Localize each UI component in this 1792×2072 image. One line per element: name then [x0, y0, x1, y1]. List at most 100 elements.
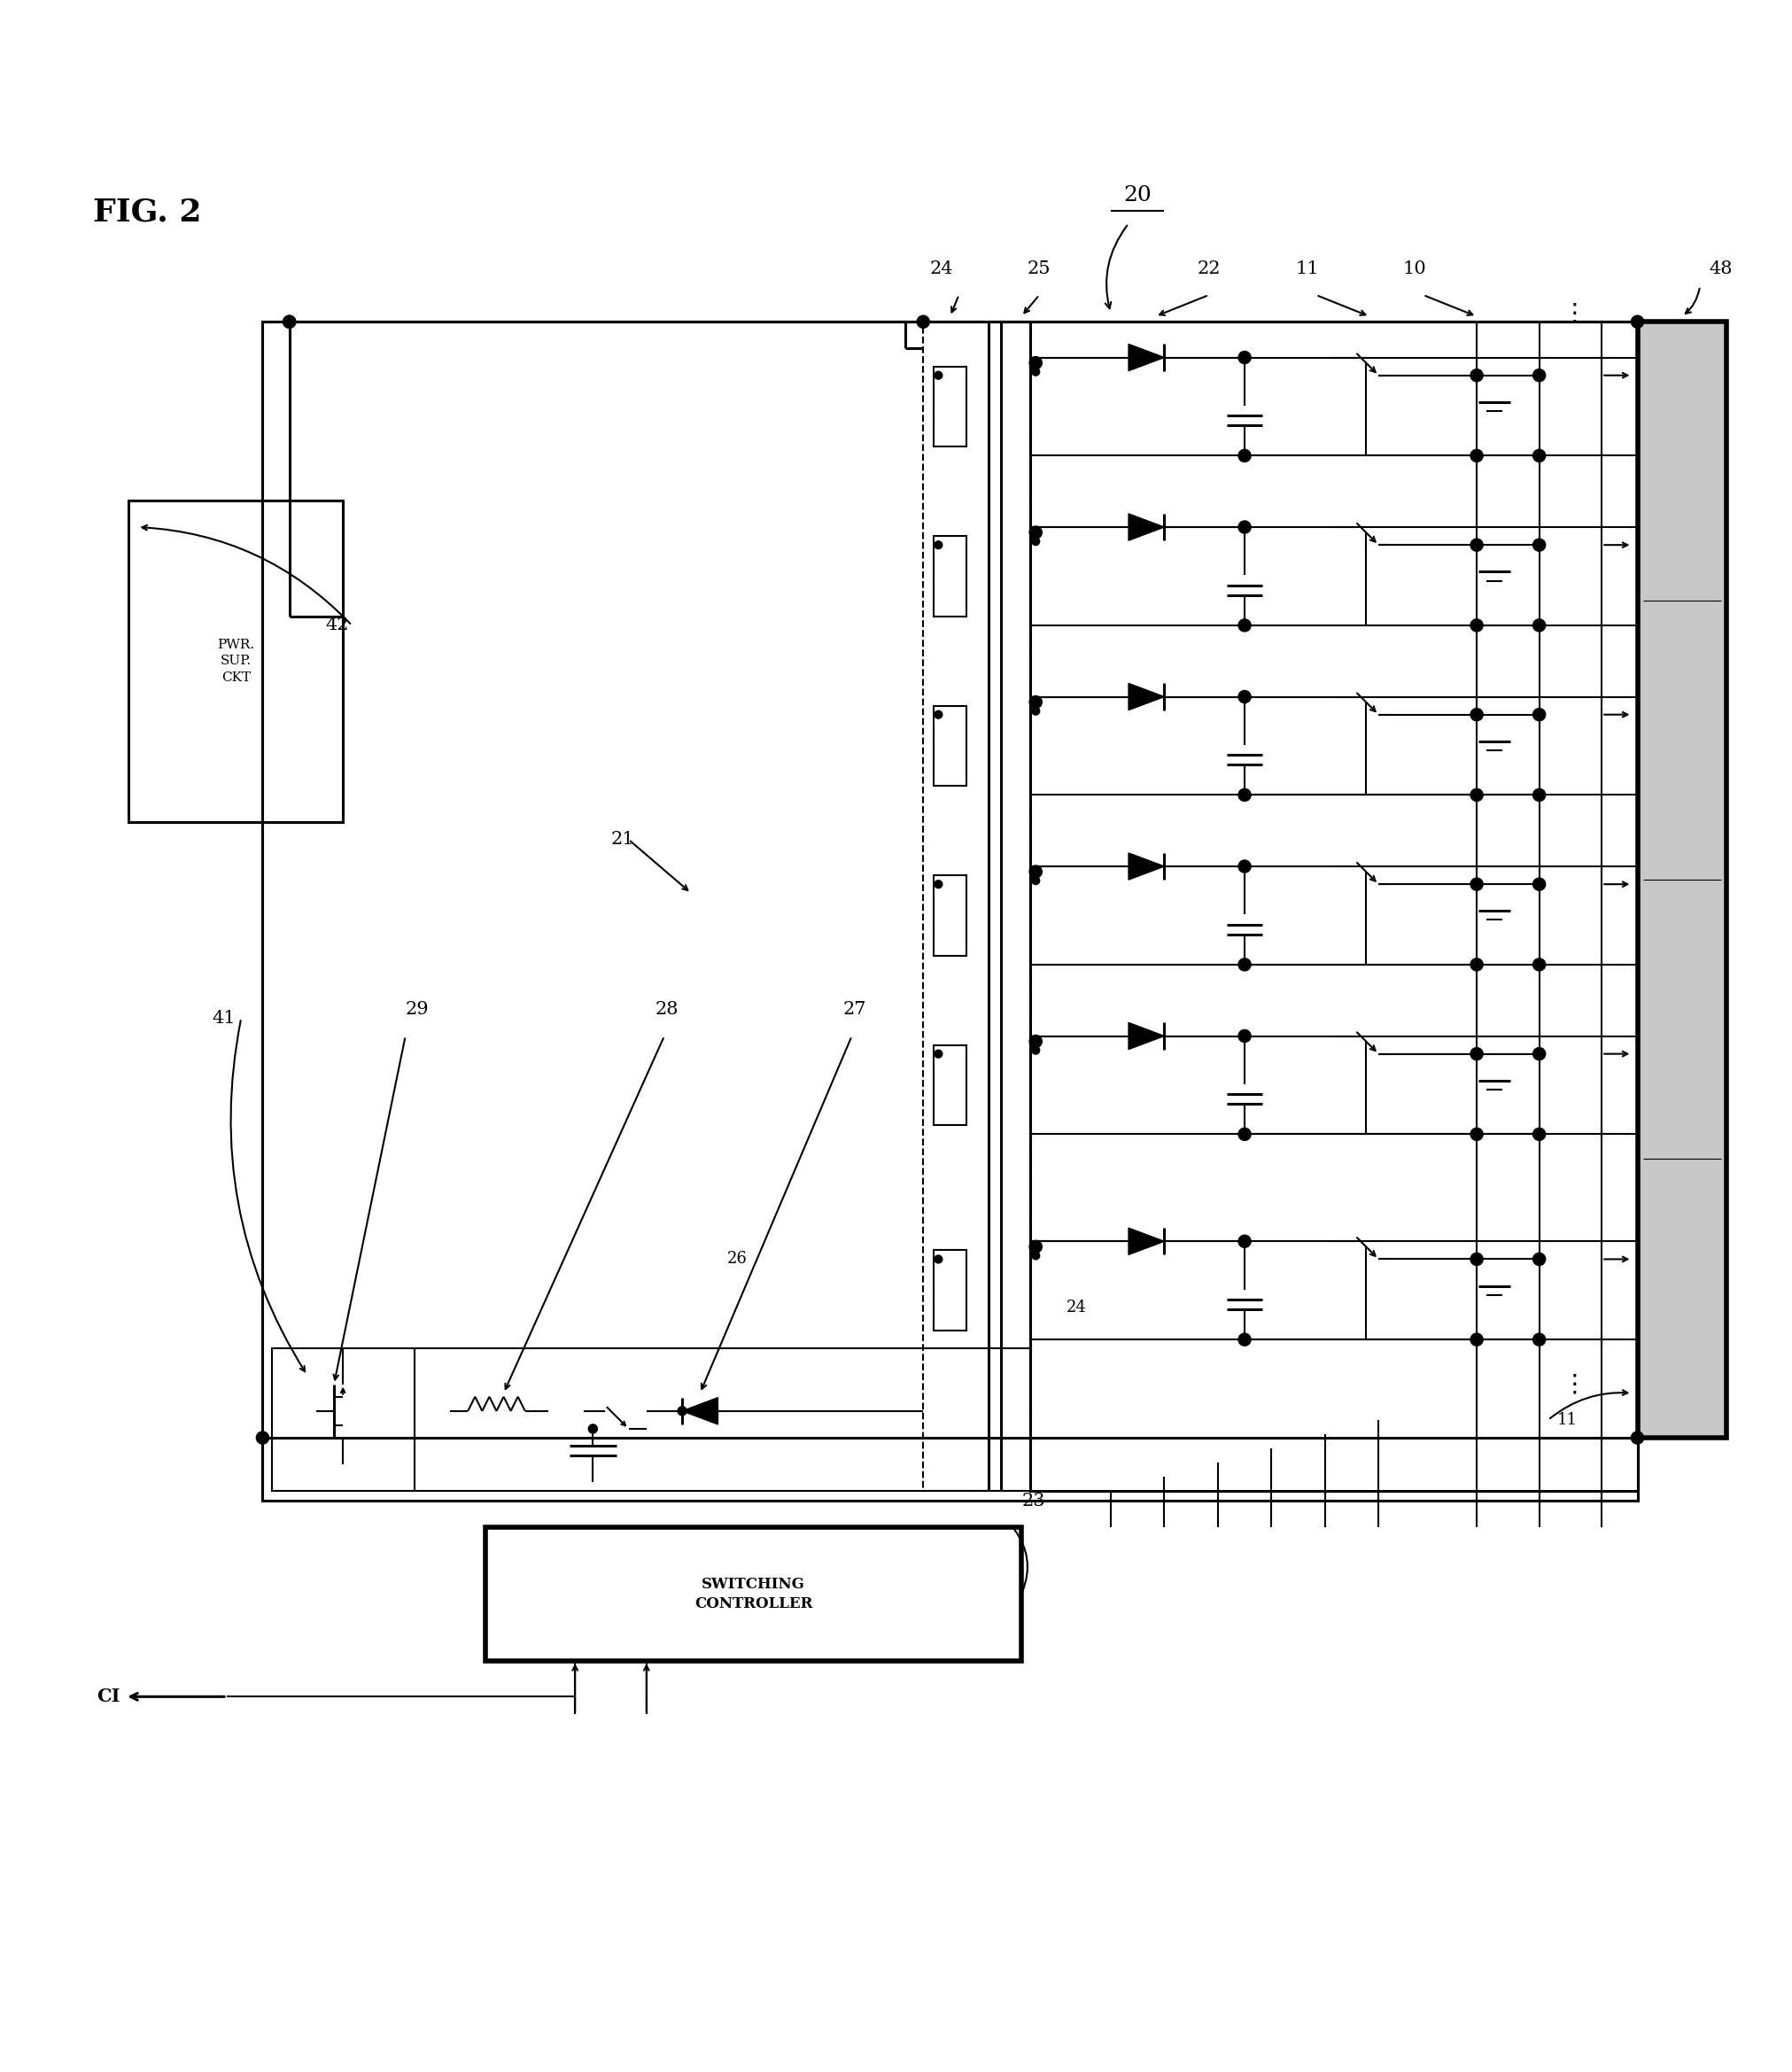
Polygon shape	[1127, 684, 1163, 711]
Circle shape	[1029, 356, 1041, 369]
Bar	[934, 537, 966, 615]
Bar	[934, 367, 966, 448]
Bar	[1030, 1036, 1636, 1133]
Circle shape	[283, 315, 296, 327]
Text: 41: 41	[211, 1009, 237, 1026]
Bar	[1030, 696, 1636, 796]
Circle shape	[677, 1407, 686, 1415]
Circle shape	[1030, 707, 1039, 715]
Bar	[934, 1044, 966, 1125]
Text: 10: 10	[1401, 261, 1425, 278]
Text: 24: 24	[928, 261, 952, 278]
Text: 11: 11	[1294, 261, 1319, 278]
Text: 22: 22	[1197, 261, 1220, 278]
Polygon shape	[1127, 344, 1163, 371]
Polygon shape	[681, 1399, 717, 1423]
Circle shape	[1532, 709, 1545, 721]
Circle shape	[1030, 537, 1039, 545]
Circle shape	[1469, 789, 1482, 802]
Circle shape	[1238, 690, 1251, 702]
Text: 48: 48	[1708, 261, 1731, 278]
Circle shape	[1532, 620, 1545, 632]
Circle shape	[1238, 1332, 1251, 1347]
Text: FIG. 2: FIG. 2	[93, 197, 201, 228]
Circle shape	[934, 881, 943, 889]
Text: 27: 27	[842, 1001, 866, 1017]
Circle shape	[1238, 1127, 1251, 1140]
Circle shape	[1532, 879, 1545, 891]
Circle shape	[1238, 1030, 1251, 1042]
Text: ⋮: ⋮	[1563, 300, 1586, 325]
Text: 42: 42	[324, 617, 348, 634]
Circle shape	[1030, 1046, 1039, 1055]
Bar	[262, 321, 1636, 1500]
Text: 26: 26	[726, 1251, 747, 1268]
Text: 24: 24	[1066, 1299, 1086, 1316]
Bar	[1030, 321, 1636, 1492]
Circle shape	[1469, 1127, 1482, 1140]
Circle shape	[1469, 879, 1482, 891]
Circle shape	[1469, 709, 1482, 721]
Circle shape	[283, 315, 296, 327]
Bar	[934, 707, 966, 785]
Circle shape	[1029, 526, 1041, 539]
Bar	[1030, 526, 1636, 626]
Text: CI: CI	[97, 1689, 120, 1705]
Bar	[1030, 1241, 1636, 1339]
Circle shape	[1532, 1254, 1545, 1266]
Circle shape	[934, 1051, 943, 1059]
Polygon shape	[1127, 1229, 1163, 1256]
Text: ⋮: ⋮	[1563, 1372, 1586, 1397]
Circle shape	[934, 541, 943, 549]
Circle shape	[1238, 959, 1251, 972]
Circle shape	[1238, 450, 1251, 462]
Circle shape	[1238, 789, 1251, 802]
Bar	[1636, 321, 1726, 1438]
Circle shape	[1532, 450, 1545, 462]
Circle shape	[1532, 1127, 1545, 1140]
Circle shape	[588, 1423, 597, 1434]
Circle shape	[1238, 620, 1251, 632]
Circle shape	[1469, 450, 1482, 462]
Circle shape	[1631, 1432, 1643, 1444]
Circle shape	[1532, 539, 1545, 551]
Circle shape	[1029, 696, 1041, 709]
Bar	[486, 1527, 1021, 1662]
Bar	[1030, 866, 1636, 966]
Circle shape	[1469, 959, 1482, 972]
Polygon shape	[1127, 514, 1163, 541]
Bar	[934, 1249, 966, 1330]
Circle shape	[934, 711, 943, 719]
Polygon shape	[1127, 854, 1163, 881]
Circle shape	[1469, 1332, 1482, 1347]
Circle shape	[1469, 620, 1482, 632]
Circle shape	[1532, 1048, 1545, 1061]
Circle shape	[1532, 369, 1545, 381]
Circle shape	[934, 1256, 943, 1264]
Text: 23: 23	[1021, 1492, 1045, 1508]
Circle shape	[1029, 1241, 1041, 1254]
Circle shape	[934, 371, 943, 379]
Circle shape	[1469, 539, 1482, 551]
Circle shape	[256, 1432, 269, 1444]
Text: PWR.
SUP.
CKT: PWR. SUP. CKT	[217, 638, 254, 684]
Circle shape	[1469, 1254, 1482, 1266]
Bar	[934, 874, 966, 955]
Circle shape	[1030, 876, 1039, 885]
Circle shape	[1238, 520, 1251, 533]
Text: 21: 21	[611, 831, 634, 847]
Circle shape	[1030, 1251, 1039, 1260]
Circle shape	[916, 315, 928, 327]
Text: 20: 20	[1124, 184, 1150, 205]
Text: 29: 29	[405, 1001, 428, 1017]
Bar	[129, 499, 342, 823]
Circle shape	[1469, 1048, 1482, 1061]
Circle shape	[1532, 789, 1545, 802]
Polygon shape	[1127, 1024, 1163, 1048]
Text: 28: 28	[656, 1001, 679, 1017]
Circle shape	[1238, 1235, 1251, 1247]
Bar	[271, 1349, 1030, 1492]
Circle shape	[1469, 369, 1482, 381]
Text: 25: 25	[1027, 261, 1050, 278]
Circle shape	[1029, 866, 1041, 879]
